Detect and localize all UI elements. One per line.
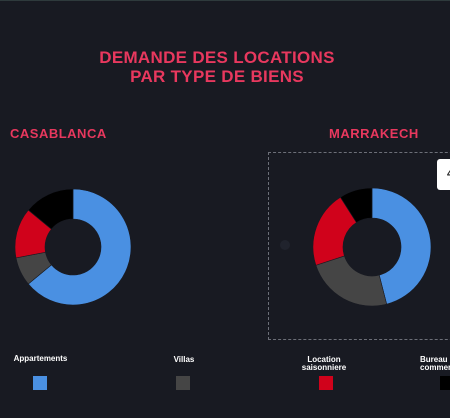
marrakech-slice-bureau[interactable] xyxy=(339,187,373,223)
marrakech-focus-box xyxy=(268,152,450,340)
marrakech-slice-appartements[interactable] xyxy=(371,187,432,305)
legend-swatch-location-saisonniere[interactable] xyxy=(319,376,333,390)
legend-label-bureau: Bureau commercial xyxy=(420,355,450,372)
marrakech-donut[interactable] xyxy=(312,187,432,307)
casablanca-donut[interactable] xyxy=(14,188,132,306)
title-line-1: DEMANDE DES LOCATIONS xyxy=(99,48,335,67)
top-border-line xyxy=(0,0,450,1)
marrakech-slice-villas[interactable] xyxy=(315,255,388,307)
chart-title: DEMANDE DES LOCATIONS PAR TYPE DE BIENS xyxy=(0,48,434,86)
casablanca-slice-bureau[interactable] xyxy=(27,188,74,230)
casablanca-title: CASABLANCA xyxy=(10,126,107,141)
legend-swatch-bureau[interactable] xyxy=(440,376,450,390)
casablanca-slice-appartements[interactable] xyxy=(27,188,132,306)
legend-label-location-saisonniere: Location saisonniere xyxy=(301,355,347,372)
title-line-2: PAR TYPE DE BIENS xyxy=(130,67,304,86)
tooltip-button[interactable]: 4 xyxy=(437,159,450,190)
faint-marker xyxy=(280,240,290,250)
marrakech-title: MARRAKECH xyxy=(329,126,419,141)
legend-label-villas: Villas xyxy=(173,355,195,364)
legend-label-appartements: Appartements xyxy=(13,354,68,363)
legend-swatch-villas[interactable] xyxy=(176,376,190,390)
legend-swatch-appartements[interactable] xyxy=(33,376,47,390)
